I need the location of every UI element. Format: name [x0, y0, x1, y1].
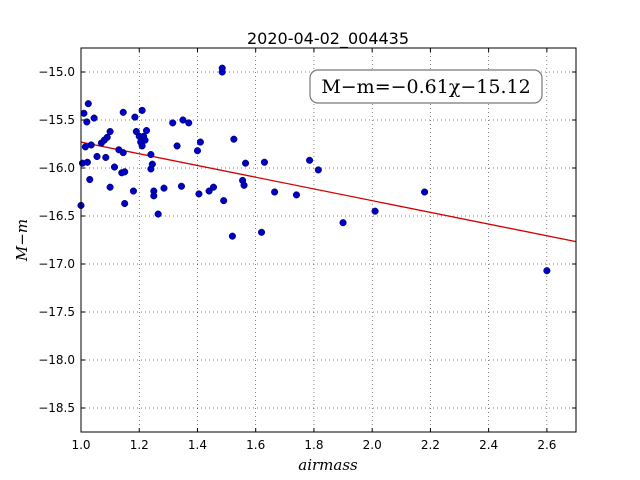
data-point [142, 127, 151, 135]
y-tick-label: −15.5 [38, 113, 75, 127]
fit-line [80, 141, 577, 243]
data-point [86, 175, 94, 184]
data-point [218, 64, 226, 72]
y-tick-label: −17.0 [38, 257, 75, 271]
y-tick-label: −17.5 [38, 305, 75, 319]
data-point [306, 156, 314, 164]
data-point [173, 142, 181, 150]
data-point [185, 119, 193, 127]
data-point [138, 106, 146, 114]
y-tick-label: −16.5 [38, 209, 75, 223]
x-tick-label: 1.8 [304, 438, 323, 452]
y-tick-label: −18.0 [38, 353, 75, 367]
data-point [150, 192, 158, 200]
data-point [241, 159, 250, 167]
y-tick-label: −15.0 [38, 65, 75, 79]
data-point [138, 142, 146, 150]
data-point [102, 153, 110, 161]
data-point [121, 199, 129, 208]
data-point [131, 113, 139, 121]
x-tick-label: 1.6 [246, 438, 265, 452]
data-point [314, 166, 322, 174]
data-point [260, 158, 268, 166]
data-point [83, 158, 91, 166]
data-point [129, 187, 137, 195]
grid [80, 48, 576, 432]
x-tick-label: 2.6 [537, 438, 556, 452]
data-point [160, 184, 168, 192]
data-point [240, 181, 248, 189]
data-point [169, 119, 177, 127]
y-tick-label: −16.0 [38, 161, 75, 175]
x-tick-label: 2.2 [421, 438, 440, 452]
x-tick-label: 1.2 [130, 438, 149, 452]
data-point [147, 151, 155, 159]
data-point [106, 127, 114, 136]
x-tick-label: 2.0 [363, 438, 382, 452]
points-group [77, 64, 551, 275]
data-point [84, 100, 92, 108]
data-point [220, 197, 228, 205]
data-point [106, 183, 114, 191]
data-point [230, 135, 238, 143]
data-point [147, 165, 155, 173]
data-point [141, 136, 149, 144]
data-point [83, 118, 91, 126]
plot-frame [80, 47, 577, 433]
data-point [177, 182, 186, 190]
data-point [103, 133, 111, 141]
data-point [271, 188, 279, 196]
data-point [257, 228, 266, 236]
data-point [196, 138, 204, 146]
data-point [371, 207, 379, 215]
data-point [228, 232, 236, 240]
data-point [292, 191, 301, 199]
fit-equation: M−m=−0.61χ−15.12 [321, 76, 530, 98]
x-axis-label: airmass [298, 456, 358, 474]
data-point [119, 108, 127, 116]
data-point [154, 210, 162, 218]
data-point [119, 149, 127, 157]
data-point [110, 163, 119, 171]
data-point [339, 219, 347, 227]
data-point [93, 152, 101, 161]
data-point [543, 267, 551, 275]
data-point [193, 147, 202, 155]
data-point [195, 190, 203, 198]
data-point [90, 114, 98, 122]
y-axis-label: M−m [13, 219, 31, 262]
ticks-group: 1.0 1.2 1.4 1.6 1.8 2.0 2.2 2.4 2.6 −15.0 −15.5 −16… [38, 48, 576, 452]
chart-title: 2020-04-02_004435 [247, 29, 409, 49]
x-tick-label: 1.0 [71, 438, 90, 452]
data-point [121, 168, 129, 176]
y-tick-label: −18.5 [38, 401, 75, 415]
annotation-box [309, 69, 543, 104]
data-point [421, 188, 429, 196]
fit-line-group [80, 141, 577, 243]
data-point [80, 109, 88, 117]
data-point [179, 116, 187, 124]
x-tick-label: 2.4 [479, 438, 498, 452]
data-point [209, 183, 218, 191]
x-tick-label: 1.4 [188, 438, 207, 452]
data-point [87, 141, 95, 149]
